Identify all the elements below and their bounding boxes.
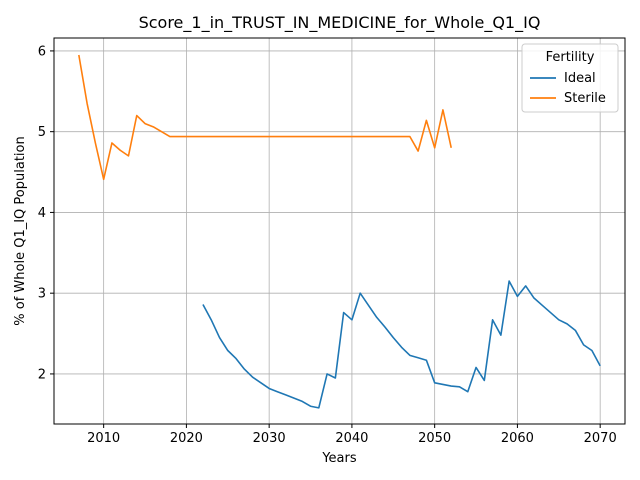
y-tick-label: 4 xyxy=(38,206,46,221)
x-tick-label: 2060 xyxy=(501,431,534,446)
y-tick-label: 5 xyxy=(38,125,46,140)
y-axis-label: % of Whole Q1_IQ Population xyxy=(13,136,28,325)
x-tick-label: 2070 xyxy=(584,431,617,446)
y-tick-label: 3 xyxy=(38,287,46,302)
y-tick-label: 2 xyxy=(38,367,46,382)
x-tick-label: 2010 xyxy=(87,431,120,446)
y-tick-label: 6 xyxy=(38,44,46,59)
series-layer xyxy=(78,54,601,409)
x-tick-label: 2050 xyxy=(418,431,451,446)
plot-frame xyxy=(53,37,626,425)
tick-layer: 2010 2020 2030 2040 2050 2060 2070 2 3 4 5 6 xyxy=(38,44,617,446)
legend-title: Fertility xyxy=(546,50,595,65)
x-tick-label: 2040 xyxy=(335,431,368,446)
legend-label-sterile: Sterile xyxy=(564,91,606,106)
grid-layer xyxy=(54,38,625,424)
chart-title: Score_1_in_TRUST_IN_MEDICINE_for_Whole_Q… xyxy=(139,13,541,33)
series-line-sterile xyxy=(78,54,453,181)
x-tick-label: 2030 xyxy=(253,431,286,446)
series-line-ideal xyxy=(202,280,601,409)
x-axis-label: Years xyxy=(321,451,357,466)
x-tick-label: 2020 xyxy=(170,431,203,446)
legend-box xyxy=(521,43,619,113)
legend-label-ideal: Ideal xyxy=(564,71,596,86)
legend: Fertility Ideal Sterile xyxy=(521,43,619,113)
